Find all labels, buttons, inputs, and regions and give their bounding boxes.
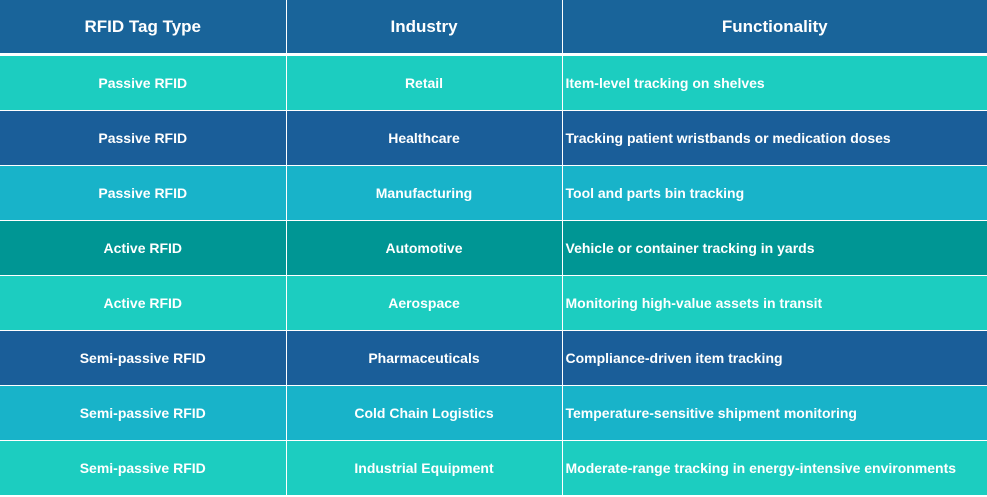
table-row: Passive RFID Retail Item-level tracking on… <box>0 54 987 111</box>
table-row: Semi-passive RFID Industrial Equipment Mod… <box>0 440 987 496</box>
cell-industry: Automotive <box>285 220 563 276</box>
cell-industry: Healthcare <box>285 110 563 166</box>
cell-functionality: Compliance-driven item tracking <box>561 330 987 386</box>
cell-tag-type: Passive RFID <box>0 54 287 111</box>
cell-industry: Pharmaceuticals <box>285 330 563 386</box>
cell-functionality: Tool and parts bin tracking <box>561 165 987 221</box>
cell-industry: Cold Chain Logistics <box>285 385 563 441</box>
cell-industry: Manufacturing <box>285 165 563 221</box>
table-row: Semi-passive RFID Cold Chain Logistics Tem… <box>0 385 987 441</box>
cell-functionality: Vehicle or container tracking in yards <box>561 220 987 276</box>
cell-tag-type: Semi-passive RFID <box>0 330 287 386</box>
header-industry: Industry <box>285 0 563 56</box>
cell-functionality: Temperature-sensitive shipment monitorin… <box>561 385 987 441</box>
cell-industry: Retail <box>285 54 563 111</box>
table-row: Active RFID Automotive Vehicle or containe… <box>0 220 987 276</box>
table-row: Semi-passive RFID Pharmaceuticals Complian… <box>0 330 987 386</box>
table-row: Active RFID Aerospace Monitoring high-valu… <box>0 275 987 331</box>
cell-industry: Industrial Equipment <box>285 440 563 496</box>
cell-tag-type: Active RFID <box>0 275 287 331</box>
table-row: Passive RFID Healthcare Tracking patient w… <box>0 110 987 166</box>
header-tag-type: RFID Tag Type <box>0 0 287 56</box>
table-row: Passive RFID Manufacturing Tool and parts … <box>0 165 987 221</box>
cell-tag-type: Active RFID <box>0 220 287 276</box>
cell-functionality: Moderate-range tracking in energy-intens… <box>561 440 987 496</box>
cell-industry: Aerospace <box>285 275 563 331</box>
cell-tag-type: Passive RFID <box>0 110 287 166</box>
header-row: RFID Tag Type Industry Functionality <box>0 0 987 56</box>
cell-tag-type: Passive RFID <box>0 165 287 221</box>
cell-tag-type: Semi-passive RFID <box>0 440 287 496</box>
header-functionality: Functionality <box>561 0 987 56</box>
cell-functionality: Tracking patient wristbands or medicatio… <box>561 110 987 166</box>
cell-functionality: Monitoring high-value assets in transit <box>561 275 987 331</box>
cell-functionality: Item-level tracking on shelves <box>561 54 987 111</box>
cell-tag-type: Semi-passive RFID <box>0 385 287 441</box>
